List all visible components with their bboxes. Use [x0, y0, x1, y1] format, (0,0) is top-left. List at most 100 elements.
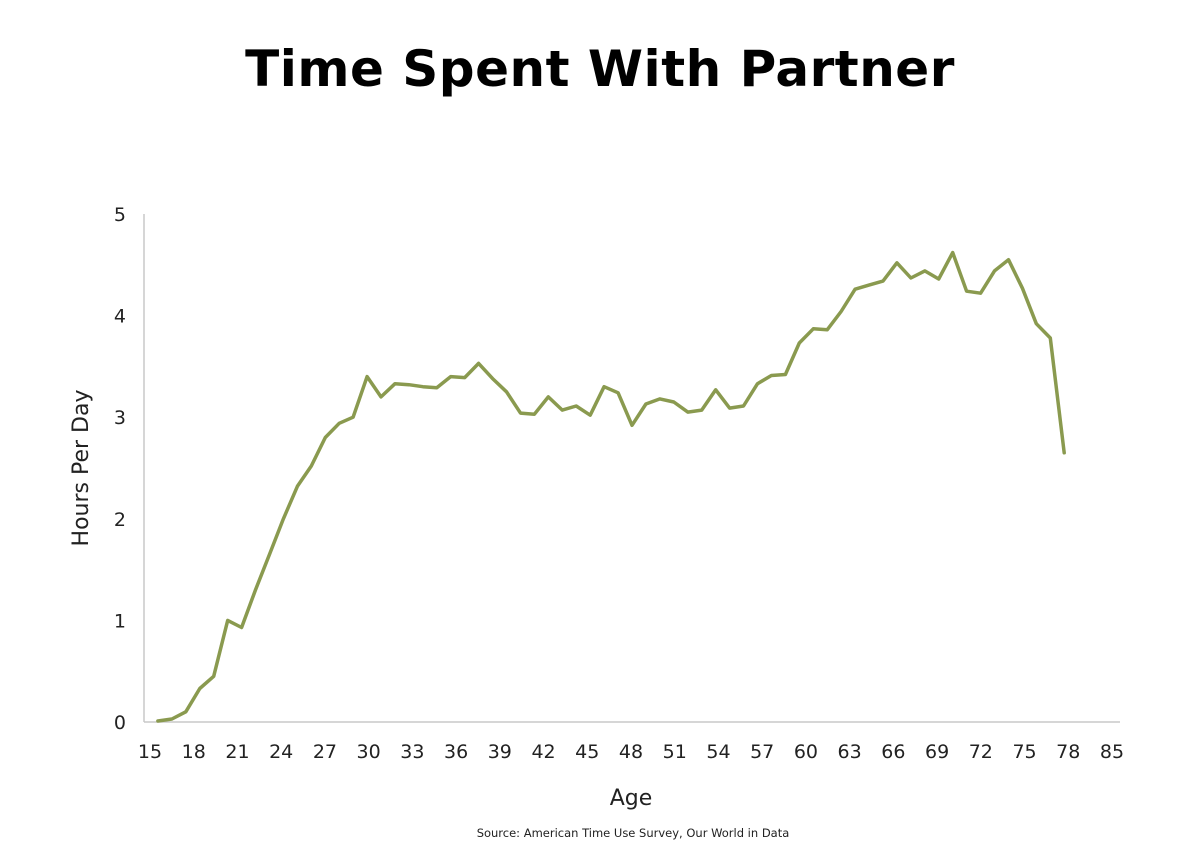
data-point [854, 288, 857, 291]
data-point [770, 374, 773, 377]
data-point [268, 553, 271, 556]
data-point [547, 395, 550, 398]
x-axis-label: Age [610, 786, 653, 811]
data-point [533, 413, 536, 416]
y-tick-label: 1 [114, 610, 126, 632]
x-tick-label: 33 [400, 741, 424, 763]
data-point [923, 269, 926, 272]
x-tick-label: 18 [182, 741, 206, 763]
data-point [477, 362, 480, 365]
x-tick-label: 39 [488, 741, 512, 763]
data-point [449, 375, 452, 378]
x-tick-label: 66 [881, 741, 905, 763]
y-tick-label: 0 [114, 712, 126, 734]
data-point [1035, 322, 1038, 325]
series-area [156, 250, 1066, 723]
data-point [617, 391, 620, 394]
x-axis: 15 18 21 24 27 30 33 36 39 42 45 48 51 54 57 60 63 66 69 72… [138, 721, 1124, 763]
data-point [965, 290, 968, 293]
data-point [812, 327, 815, 330]
data-point [212, 675, 215, 678]
data-point [240, 626, 243, 629]
data-point [184, 710, 187, 713]
y-tick-label: 2 [114, 509, 126, 531]
data-point [519, 412, 522, 415]
data-point [909, 277, 912, 280]
data-point [589, 414, 592, 417]
y-tick-label: 3 [114, 407, 126, 429]
data-point [421, 385, 424, 388]
data-point [644, 403, 647, 406]
data-point [366, 375, 369, 378]
x-tick-label: 85 [1100, 741, 1124, 763]
source-note: Source: American Time Use Survey, Our Wo… [476, 826, 790, 840]
data-point [700, 409, 703, 412]
x-tick-label: 69 [925, 741, 949, 763]
data-point [798, 342, 801, 345]
x-tick-label: 57 [750, 741, 774, 763]
data-point [672, 401, 675, 404]
data-point [491, 377, 494, 380]
data-point [505, 390, 508, 393]
data-point [784, 373, 787, 376]
data-point [895, 261, 898, 264]
x-tick-label: 24 [269, 741, 293, 763]
y-axis: 0 1 2 3 4 5 [114, 204, 145, 734]
data-point [198, 687, 201, 690]
x-tick-label: 78 [1056, 741, 1080, 763]
x-tick-label: 42 [531, 741, 555, 763]
x-tick-label: 54 [706, 741, 730, 763]
data-point [728, 407, 731, 410]
x-tick-label: 63 [838, 741, 862, 763]
x-tick-label: 75 [1012, 741, 1036, 763]
data-point [254, 588, 257, 591]
data-point [868, 284, 871, 287]
x-tick-label: 21 [225, 741, 249, 763]
y-tick-label: 4 [114, 306, 126, 328]
data-point [631, 424, 634, 427]
data-point [603, 385, 606, 388]
chart-title: Time Spent With Partner [245, 40, 955, 98]
data-point [686, 411, 689, 414]
x-tick-label: 27 [313, 741, 337, 763]
data-point [840, 310, 843, 313]
x-tick-label: 15 [138, 741, 162, 763]
series-line [156, 250, 1066, 723]
data-point [882, 280, 885, 283]
data-point [1049, 337, 1052, 340]
data-point [575, 405, 578, 408]
y-tick-label: 5 [114, 204, 126, 226]
data-point [756, 382, 759, 385]
data-point [979, 292, 982, 295]
data-point [156, 720, 159, 723]
data-point [714, 388, 717, 391]
data-point [435, 386, 438, 389]
data-point [1021, 287, 1024, 290]
data-point [407, 383, 410, 386]
x-tick-label: 45 [575, 741, 599, 763]
data-point [463, 376, 466, 379]
data-point [296, 485, 299, 488]
data-point [951, 251, 954, 254]
data-point [937, 278, 940, 281]
data-point [394, 382, 397, 385]
data-point [338, 422, 341, 425]
data-point [226, 619, 229, 622]
data-point [561, 409, 564, 412]
data-point [324, 436, 327, 439]
data-point [380, 395, 383, 398]
data-point [658, 397, 661, 400]
data-point [170, 718, 173, 721]
data-point [993, 269, 996, 272]
data-point [742, 405, 745, 408]
x-tick-label: 72 [969, 741, 993, 763]
x-tick-label: 36 [444, 741, 468, 763]
data-point [310, 465, 313, 468]
data-point [1063, 451, 1066, 454]
x-tick-label: 48 [619, 741, 643, 763]
x-tick-label: 51 [663, 741, 687, 763]
data-point [352, 416, 355, 419]
x-tick-label: 60 [794, 741, 818, 763]
data-point [282, 517, 285, 520]
